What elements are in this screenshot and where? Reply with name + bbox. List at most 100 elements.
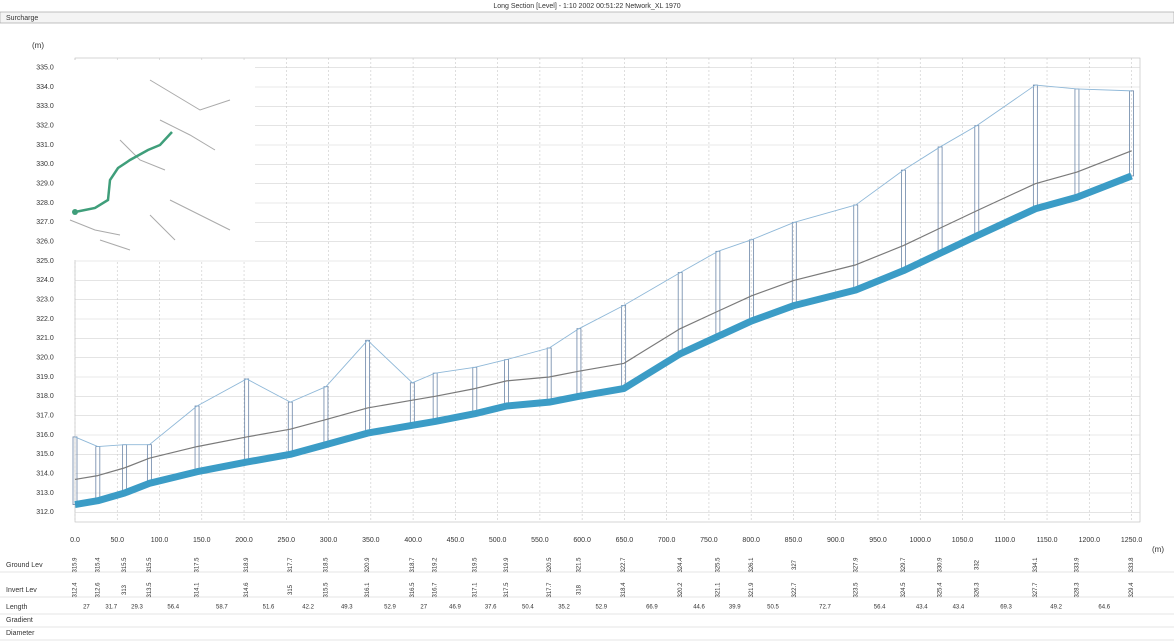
chart-title: Long Section [Level] - 1:10 2002 00:51:2… [493,3,680,10]
level-label: 334.1 [1033,557,1039,573]
level-label: 317.7 [288,557,294,573]
level-label: 324.4 [678,557,684,573]
y-tick-label: 335.0 [36,65,54,72]
x-tick-label: 900.0 [827,537,845,544]
level-label: 319.9 [504,557,510,573]
y-tick-label: 329.0 [36,181,54,188]
length-label: 69.3 [1000,605,1012,611]
level-label: 316.5 [410,582,416,598]
y-tick-label: 334.0 [36,84,54,91]
length-label: 46.9 [449,605,461,611]
level-label: 327 [792,559,798,570]
level-label: 323.5 [853,582,859,598]
x-tick-label: 0.0 [70,537,80,544]
x-tick-label: 1000.0 [910,537,932,544]
pipe-invert [74,172,1133,509]
level-label: 322.7 [621,557,627,573]
level-label: 330.9 [938,557,944,573]
level-label: 317.1 [472,582,478,598]
x-tick-label: 1200.0 [1079,537,1101,544]
length-label: 56.4 [874,605,886,611]
length-label: 50.5 [767,605,779,611]
level-label: 321.9 [749,582,755,598]
x-tick-label: 700.0 [658,537,676,544]
y-tick-label: 333.0 [36,103,54,110]
x-tick-label: 600.0 [573,537,591,544]
level-label: 318.9 [244,557,250,573]
length-label: 72.7 [819,605,831,611]
y-unit: (m) [32,41,44,50]
y-tick-label: 315.0 [36,451,54,458]
level-label: 320.2 [678,582,684,598]
plot-area: 312.0 313.0 314.0 315.0 316.0 317.0 318.0 319.0… [36,57,1143,544]
x-tick-label: 500.0 [489,537,507,544]
x-tick-label: 950.0 [869,537,887,544]
level-label: 325.5 [715,557,721,573]
x-tick-label: 350.0 [362,537,380,544]
level-label: 316.1 [365,582,371,598]
x-tick-label: 50.0 [110,537,124,544]
length-label: 27 [83,605,90,611]
row-label: Gradient [6,617,33,624]
length-label: 37.6 [485,605,497,611]
y-tick-label: 323.0 [36,297,54,304]
level-label: 318.4 [621,582,627,598]
length-label: 29.3 [131,605,143,611]
row-label: Diameter [6,630,35,637]
level-label: 319.5 [472,557,478,573]
pipe-crown [74,150,1132,481]
level-label: 318 [577,584,583,595]
row-label: Invert Lev [6,587,37,594]
level-label: 333.8 [1129,557,1135,573]
level-label: 313 [122,584,128,595]
y-tick-label: 321.0 [36,335,54,342]
x-tick-label: 1050.0 [952,537,974,544]
x-tick-label: 450.0 [447,537,465,544]
level-label: 327.7 [1033,582,1039,598]
y-tick-label: 325.0 [36,258,54,265]
level-label: 315.5 [147,557,153,573]
y-tick-label: 332.0 [36,123,54,130]
level-label: 318.7 [410,557,416,573]
level-label: 324.5 [901,582,907,598]
level-label: 312.4 [73,582,79,598]
y-tick-label: 312.0 [36,509,54,516]
y-tick-label: 331.0 [36,142,54,149]
x-tick-label: 1250.0 [1121,537,1143,544]
x-tick-label: 800.0 [742,537,760,544]
level-label: 314.1 [195,582,201,598]
x-tick-label: 400.0 [404,537,422,544]
level-label: 315.5 [122,557,128,573]
level-label: 320.9 [365,557,371,573]
level-label: 329.4 [1129,582,1135,598]
length-label: 35.2 [558,605,570,611]
row-label: Surcharge [6,15,38,22]
row-label: Ground Lev [6,562,43,569]
x-tick-label: 250.0 [278,537,296,544]
y-tick-label: 327.0 [36,219,54,226]
y-tick-label: 319.0 [36,374,54,381]
level-label: 332 [974,559,980,570]
length-label: 39.9 [729,605,741,611]
row-label: Length [6,604,28,611]
length-label: 43.4 [953,605,965,611]
length-label: 31.7 [105,605,117,611]
level-label: 314.6 [244,582,250,598]
inset-start [72,209,78,215]
x-tick-label: 200.0 [235,537,253,544]
level-label: 321.1 [715,582,721,598]
y-tick-label: 326.0 [36,239,54,246]
y-tick-label: 328.0 [36,200,54,207]
level-label: 322.7 [792,582,798,598]
y-tick-label: 322.0 [36,316,54,323]
level-label: 317.5 [504,582,510,598]
y-tick-label: 320.0 [36,355,54,362]
length-label: 66.9 [646,605,658,611]
level-label: 318.5 [324,557,330,573]
level-label: 312.6 [95,582,101,598]
level-label: 321.5 [577,557,583,573]
level-label: 325.4 [938,582,944,598]
inset-background [55,60,255,260]
length-label: 52.9 [384,605,396,611]
